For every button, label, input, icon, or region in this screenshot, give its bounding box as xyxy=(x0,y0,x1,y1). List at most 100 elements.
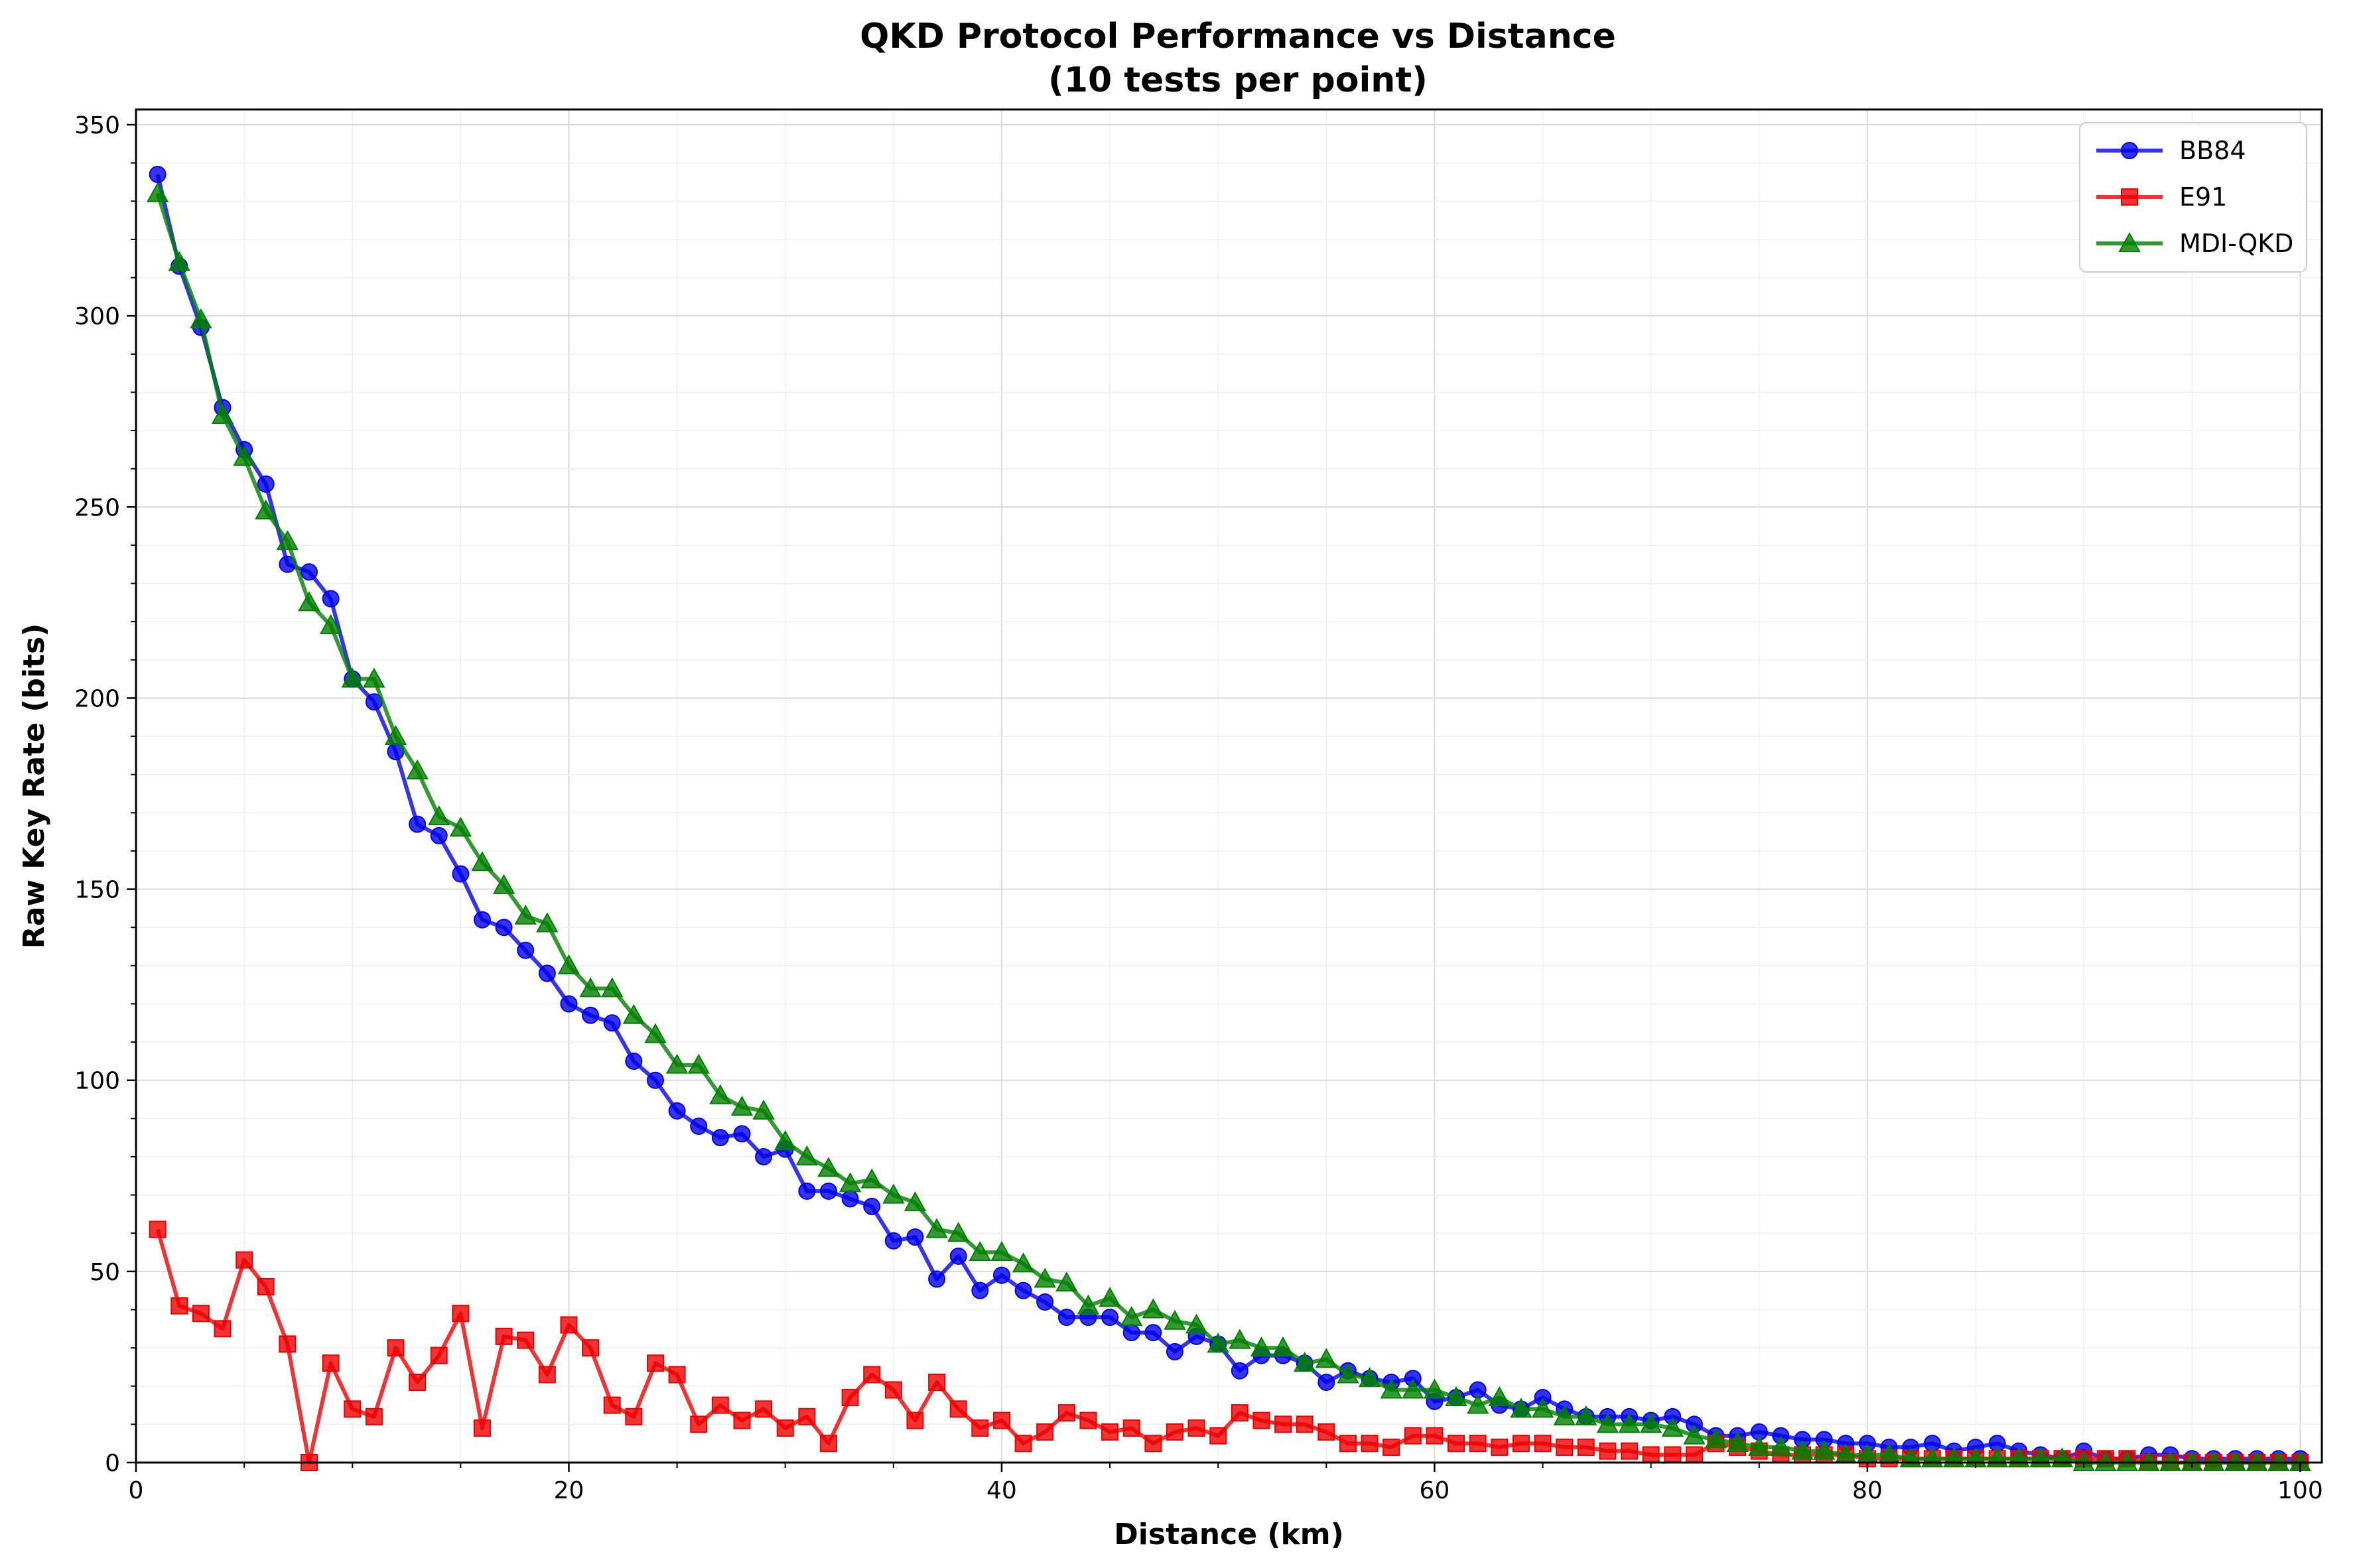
data-point-bb84 xyxy=(1166,1342,1183,1360)
data-point-mdi-qkd xyxy=(601,977,624,998)
legend-label-mdi-qkd: MDI-QKD xyxy=(2179,229,2293,258)
data-point-e91 xyxy=(1231,1404,1248,1422)
data-point-bb84 xyxy=(668,1102,686,1120)
data-point-e91 xyxy=(690,1415,708,1433)
x-tick-label: 20 xyxy=(554,1477,584,1504)
data-point-e91 xyxy=(949,1400,967,1418)
data-point-bb84 xyxy=(1317,1373,1335,1391)
chart-subtitle: (10 tests per point) xyxy=(1048,60,1428,100)
legend-marker-e91 xyxy=(2121,188,2138,206)
data-point-e91 xyxy=(1512,1435,1530,1453)
data-point-e91 xyxy=(863,1366,881,1384)
data-point-mdi-qkd xyxy=(774,1130,797,1150)
data-point-mdi-qkd xyxy=(665,1053,689,1074)
y-tick-label: 250 xyxy=(74,494,120,521)
data-point-e91 xyxy=(798,1407,816,1425)
data-point-e91 xyxy=(149,1220,167,1238)
data-point-mdi-qkd xyxy=(1683,1424,1706,1445)
data-point-e91 xyxy=(1122,1419,1140,1437)
data-point-e91 xyxy=(646,1354,664,1372)
series-layer xyxy=(146,165,2312,1471)
chart-title: QKD Protocol Performance vs Distance xyxy=(860,17,1616,56)
data-point-e91 xyxy=(473,1419,491,1437)
data-point-mdi-qkd xyxy=(687,1053,710,1074)
data-point-bb84 xyxy=(928,1270,946,1288)
y-tick-label: 350 xyxy=(74,112,120,139)
data-point-e91 xyxy=(1014,1435,1032,1453)
data-point-e91 xyxy=(1642,1446,1660,1464)
legend: BB84 E91 MDI-QKD xyxy=(2079,122,2307,273)
data-point-mdi-qkd xyxy=(1531,1398,1554,1418)
data-point-bb84 xyxy=(755,1147,773,1165)
data-point-bb84 xyxy=(1231,1362,1248,1380)
data-point-mdi-qkd xyxy=(839,1172,862,1193)
data-point-mdi-qkd xyxy=(709,1084,732,1104)
data-point-mdi-qkd xyxy=(1726,1432,1749,1453)
data-point-mdi-qkd xyxy=(428,805,450,826)
x-tick-label: 100 xyxy=(2277,1477,2323,1504)
data-point-mdi-qkd xyxy=(860,1168,883,1189)
data-point-e91 xyxy=(517,1331,535,1349)
data-point-e91 xyxy=(1599,1442,1617,1460)
data-point-e91 xyxy=(928,1373,946,1391)
data-point-mdi-qkd xyxy=(557,954,580,974)
data-point-mdi-qkd xyxy=(730,1096,754,1116)
data-point-e91 xyxy=(711,1396,729,1414)
data-point-mdi-qkd xyxy=(622,1004,645,1024)
data-point-e91 xyxy=(365,1407,383,1425)
data-point-e91 xyxy=(1383,1438,1400,1456)
data-point-bb84 xyxy=(300,563,318,581)
data-point-e91 xyxy=(1036,1423,1054,1441)
data-point-bb84 xyxy=(798,1182,816,1200)
data-point-e91 xyxy=(257,1277,275,1295)
data-point-bb84 xyxy=(1122,1324,1140,1342)
data-point-e91 xyxy=(1664,1446,1682,1464)
data-point-e91 xyxy=(1274,1415,1292,1433)
data-point-bb84 xyxy=(495,919,513,937)
data-point-mdi-qkd xyxy=(990,1240,1013,1262)
data-point-mdi-qkd xyxy=(1034,1268,1056,1288)
legend-marker-mdi-qkd xyxy=(2118,231,2141,252)
data-point-mdi-qkd xyxy=(1791,1439,1814,1460)
data-point-mdi-qkd xyxy=(817,1157,840,1177)
data-point-e91 xyxy=(668,1366,686,1384)
data-point-e91 xyxy=(1339,1435,1357,1453)
data-point-e91 xyxy=(1534,1435,1552,1453)
legend-label-bb84: BB84 xyxy=(2179,136,2246,165)
data-point-e91 xyxy=(170,1297,188,1315)
x-tick-label: 0 xyxy=(129,1477,144,1504)
data-point-e91 xyxy=(582,1339,600,1357)
data-point-bb84 xyxy=(560,995,578,1013)
data-point-bb84 xyxy=(517,941,535,959)
grid xyxy=(135,109,2322,1463)
data-point-e91 xyxy=(884,1381,902,1399)
data-point-e91 xyxy=(755,1400,773,1418)
data-point-bb84 xyxy=(1014,1281,1032,1299)
data-point-e91 xyxy=(625,1407,643,1425)
data-point-mdi-qkd xyxy=(1315,1348,1338,1368)
y-tick-label: 50 xyxy=(90,1259,120,1286)
x-tick-label: 60 xyxy=(1420,1477,1450,1504)
data-point-mdi-qkd xyxy=(384,725,407,746)
data-point-e91 xyxy=(603,1396,621,1414)
data-point-e91 xyxy=(971,1419,989,1437)
data-point-mdi-qkd xyxy=(341,667,364,688)
data-point-mdi-qkd xyxy=(449,817,472,837)
data-point-mdi-qkd xyxy=(1207,1333,1229,1353)
data-point-mdi-qkd xyxy=(1596,1413,1619,1433)
data-point-e91 xyxy=(906,1411,924,1429)
x-axis-label: Distance (km) xyxy=(1114,1518,1343,1551)
plot-frame xyxy=(135,108,2323,1464)
data-point-mdi-qkd xyxy=(1618,1413,1641,1433)
legend-box xyxy=(2079,122,2307,273)
data-point-mdi-qkd xyxy=(1812,1439,1836,1460)
data-point-bb84 xyxy=(257,475,275,493)
data-point-mdi-qkd xyxy=(211,403,234,425)
data-point-e91 xyxy=(1252,1411,1270,1429)
data-point-mdi-qkd xyxy=(1769,1435,1792,1456)
series-line-mdi-qkd xyxy=(155,192,2301,1465)
data-point-e91 xyxy=(1166,1423,1183,1441)
data-point-mdi-qkd xyxy=(168,251,190,271)
